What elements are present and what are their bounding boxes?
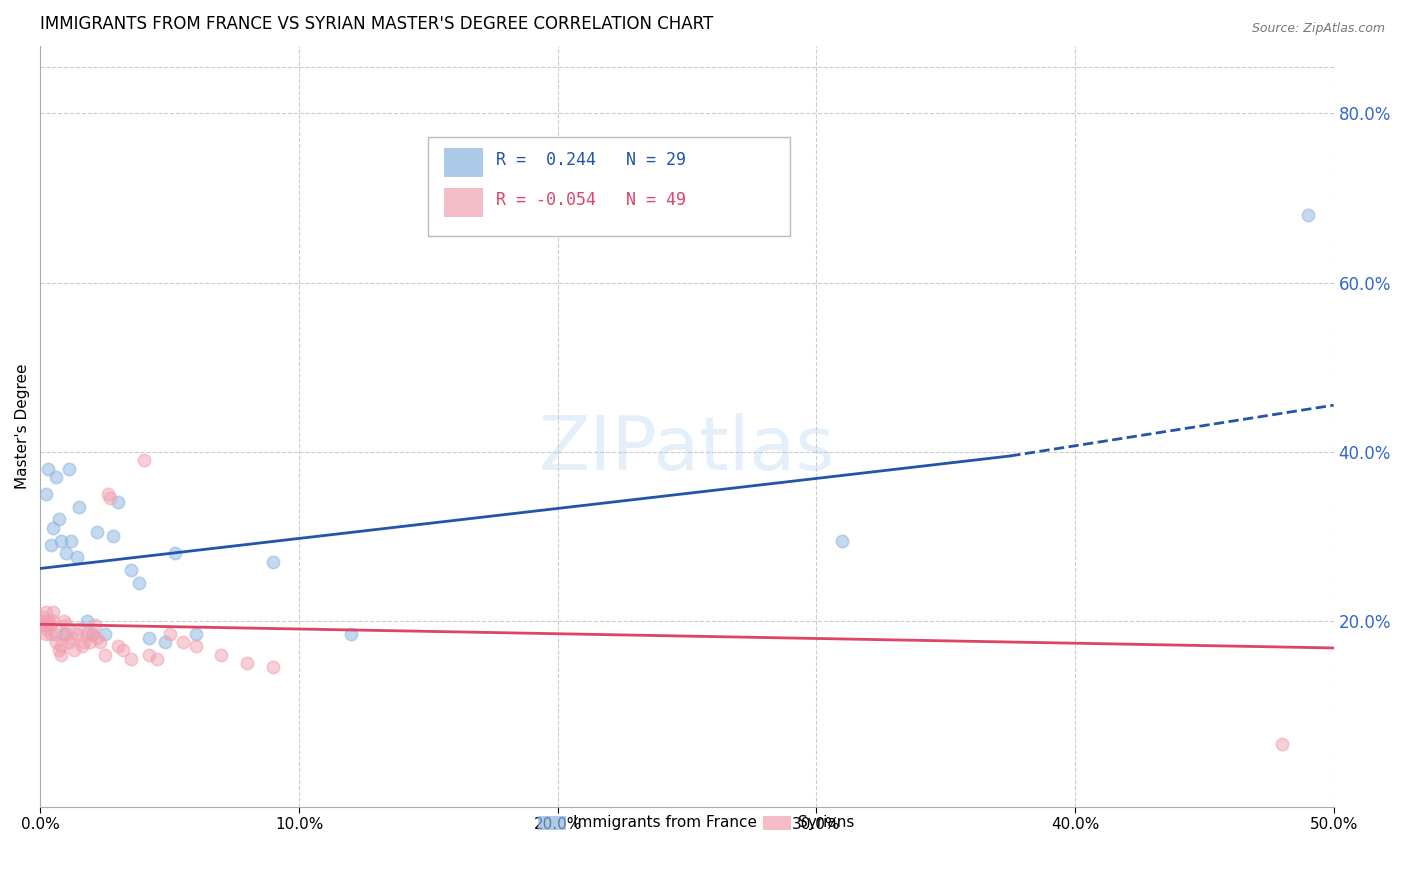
Point — [132, 453, 155, 467]
Y-axis label: Master's Degree: Master's Degree — [15, 364, 30, 489]
Point — [37, 614, 59, 628]
Point — [82, 626, 104, 640]
Point — [120, 652, 142, 666]
Point — [262, 660, 284, 674]
Point — [82, 626, 104, 640]
Point — [45, 626, 67, 640]
Point — [58, 635, 80, 649]
Point — [83, 618, 105, 632]
Point — [49, 533, 72, 548]
Point — [48, 512, 70, 526]
Point — [153, 635, 176, 649]
Point — [39, 626, 62, 640]
Point — [32, 609, 55, 624]
Point — [55, 626, 77, 640]
Point — [42, 521, 65, 535]
Point — [339, 626, 361, 640]
Point — [49, 640, 72, 654]
Point — [34, 606, 56, 620]
Point — [37, 618, 59, 632]
Point — [55, 546, 77, 560]
Point — [79, 635, 101, 649]
Point — [89, 635, 111, 649]
Point — [112, 643, 135, 657]
Point — [70, 640, 93, 654]
FancyBboxPatch shape — [429, 137, 790, 236]
Point — [107, 640, 129, 654]
Point — [39, 618, 62, 632]
Point — [138, 631, 160, 645]
Point — [163, 546, 186, 560]
Point — [34, 487, 56, 501]
Point — [86, 524, 108, 539]
Point — [37, 461, 59, 475]
Point — [86, 631, 108, 645]
Point — [32, 618, 55, 632]
Text: ZIPatlas: ZIPatlas — [538, 413, 835, 485]
Text: IMMIGRANTS FROM FRANCE VS SYRIAN MASTER'S DEGREE CORRELATION CHART: IMMIGRANTS FROM FRANCE VS SYRIAN MASTER'… — [41, 15, 714, 33]
Point — [34, 623, 56, 637]
Point — [55, 618, 77, 632]
Point — [34, 626, 56, 640]
Point — [101, 529, 124, 543]
Point — [172, 635, 194, 649]
Point — [831, 533, 853, 548]
Point — [60, 533, 83, 548]
Point — [60, 631, 83, 645]
Point — [32, 614, 55, 628]
Point — [184, 640, 207, 654]
Point — [1271, 737, 1294, 751]
Point — [128, 575, 150, 590]
Text: R = -0.054   N = 49: R = -0.054 N = 49 — [496, 191, 686, 210]
Point — [94, 648, 117, 662]
Point — [138, 648, 160, 662]
Point — [98, 491, 121, 506]
Point — [45, 635, 67, 649]
Point — [63, 643, 86, 657]
Point — [65, 550, 87, 565]
Point — [94, 626, 117, 640]
Point — [159, 626, 181, 640]
Point — [97, 487, 120, 501]
Point — [42, 614, 65, 628]
Text: R =  0.244   N = 29: R = 0.244 N = 29 — [496, 151, 686, 169]
Text: Source: ZipAtlas.com: Source: ZipAtlas.com — [1251, 22, 1385, 36]
Point — [58, 461, 80, 475]
Point — [146, 652, 169, 666]
FancyBboxPatch shape — [444, 148, 482, 177]
Point — [120, 563, 142, 577]
Point — [76, 626, 98, 640]
Point — [184, 626, 207, 640]
Point — [67, 623, 90, 637]
Point — [65, 626, 87, 640]
Point — [49, 648, 72, 662]
Point — [73, 635, 96, 649]
Point — [45, 470, 67, 484]
Point — [211, 648, 233, 662]
Text: Syrians: Syrians — [799, 815, 855, 830]
Point — [42, 606, 65, 620]
Point — [52, 626, 75, 640]
FancyBboxPatch shape — [444, 188, 482, 217]
Point — [39, 538, 62, 552]
Point — [107, 495, 129, 509]
Point — [236, 656, 259, 670]
Point — [76, 614, 98, 628]
Point — [262, 555, 284, 569]
Text: Immigrants from France: Immigrants from France — [574, 815, 756, 830]
Point — [1296, 208, 1319, 222]
Point — [52, 614, 75, 628]
Point — [67, 500, 90, 514]
Point — [48, 643, 70, 657]
